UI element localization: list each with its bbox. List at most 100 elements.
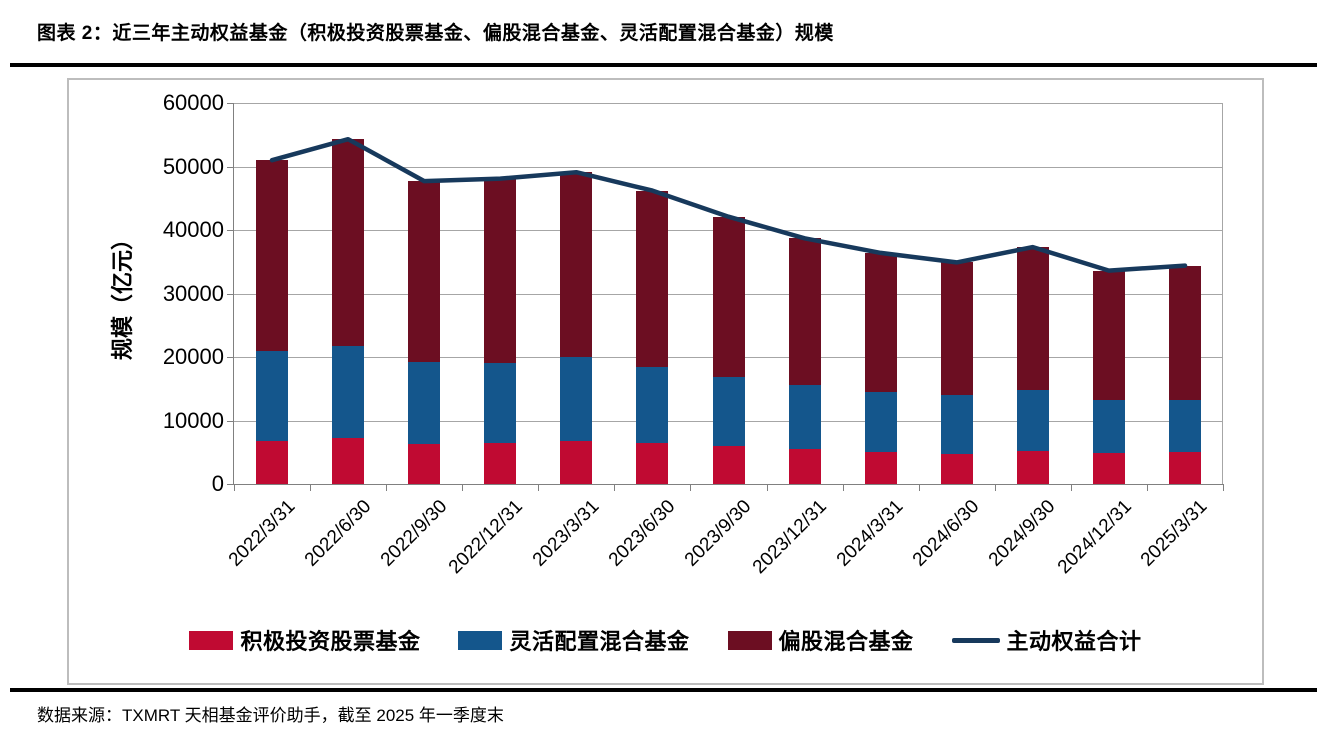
legend-label: 主动权益合计 (1006, 629, 1142, 654)
bar-segment-stock_fund (1016, 450, 1049, 484)
bar-segment-flexible_fund (636, 366, 669, 443)
x-tick-label: 2023/6/30 (604, 496, 680, 571)
bar-segment-flexible_fund (788, 384, 821, 450)
bar-segment-flexible_fund (864, 391, 897, 452)
bar-segment-flexible_fund (712, 376, 745, 446)
y-tick-mark (227, 357, 234, 358)
bar-segment-flexible_fund (560, 357, 593, 441)
bar-segment-stock_fund (256, 441, 289, 484)
x-tick-label: 2022/12/31 (445, 496, 528, 579)
bar-segment-stock_fund (788, 449, 821, 484)
plot-area (233, 103, 1224, 491)
y-tick-mark (227, 420, 234, 422)
page-title: 图表 2：近三年主动权益基金（积极投资股票基金、偏股混合基金、灵活配置混合基金）… (37, 23, 834, 44)
bar-segment-hybrid_fund (1092, 270, 1125, 401)
bar-segment-hybrid_fund (636, 190, 669, 367)
y-tick-mark (227, 230, 234, 231)
x-tick-mark (234, 484, 235, 491)
x-tick-label: 2022/6/30 (300, 496, 375, 571)
legend-color-swatch (458, 630, 503, 650)
bar-segment-hybrid_fund (332, 139, 365, 347)
x-axis-line (233, 484, 1223, 485)
bar-segment-flexible_fund (484, 363, 517, 444)
bar-segment-flexible_fund (408, 362, 441, 444)
bar-segment-stock_fund (560, 440, 593, 484)
y-tick-label: 20000 (162, 344, 224, 369)
x-tick-label: 2025/3/31 (1137, 496, 1212, 571)
y-tick-mark (227, 166, 234, 168)
bar-segment-hybrid_fund (940, 262, 973, 396)
footer-divider (10, 688, 1317, 692)
chart-legend: 积极投资股票基金 灵活配置混合基金 偏股混合基金 主动权益合计 (69, 624, 1262, 656)
bar-segment-hybrid_fund (712, 216, 745, 377)
gridline (234, 166, 1223, 168)
x-tick-label: 2023/12/31 (749, 496, 832, 579)
x-tick-mark (994, 484, 996, 491)
x-tick-label: 2024/3/31 (832, 496, 908, 571)
source-note: 数据来源：TXMRT 天相基金评价助手，截至 2025 年一季度末 (37, 706, 504, 725)
legend-color-swatch (727, 630, 772, 650)
bar-segment-stock_fund (332, 438, 365, 484)
bar-segment-stock_fund (864, 451, 897, 484)
x-tick-mark (842, 484, 844, 491)
x-tick-label: 2024/6/30 (908, 496, 984, 571)
x-tick-label: 2023/9/30 (680, 496, 756, 571)
legend-label: 灵活配置混合基金 (509, 629, 690, 654)
bar-segment-hybrid_fund (484, 178, 517, 364)
x-tick-mark (310, 484, 312, 491)
bar-segment-hybrid_fund (1168, 265, 1201, 400)
bar-segment-flexible_fund (940, 395, 973, 455)
x-tick-label: 2022/3/31 (224, 496, 299, 571)
bar-segment-hybrid_fund (408, 181, 441, 363)
bar-segment-stock_fund (1168, 451, 1201, 484)
bar-segment-stock_fund (636, 442, 669, 484)
x-tick-label: 2022/9/30 (376, 496, 452, 571)
gridline (234, 103, 1223, 104)
legend-item: 积极投资股票基金 (189, 624, 420, 656)
title-divider (10, 63, 1317, 67)
y-tick-label: 60000 (162, 90, 224, 115)
bar-segment-flexible_fund (256, 351, 289, 442)
legend-item: 主动权益合计 (951, 624, 1142, 656)
x-tick-mark (766, 484, 768, 491)
y-tick-label: 30000 (162, 280, 224, 306)
bar-segment-flexible_fund (1092, 400, 1125, 453)
legend-line-marker (951, 637, 1000, 643)
bar-segment-stock_fund (484, 443, 517, 484)
y-tick-label: 0 (211, 471, 224, 496)
bar-segment-stock_fund (408, 443, 441, 484)
y-tick-mark (227, 103, 234, 104)
y-tick-mark (227, 484, 234, 485)
x-tick-label: 2024/9/30 (985, 496, 1060, 571)
legend-label: 偏股混合基金 (778, 629, 914, 654)
x-tick-mark (614, 484, 616, 491)
y-tick-label: 50000 (162, 153, 224, 179)
chart-container: 规模（亿元） 0 10000 20000 30000 40000 50000 60000 2… (67, 78, 1264, 685)
bar-segment-stock_fund (712, 445, 745, 484)
bar-segment-hybrid_fund (788, 238, 821, 385)
legend-item: 灵活配置混合基金 (458, 624, 689, 656)
bar-segment-flexible_fund (1168, 399, 1201, 452)
x-tick-label: 2023/3/31 (528, 496, 604, 571)
x-tick-label: 2024/12/31 (1053, 496, 1136, 579)
x-tick-mark (918, 484, 920, 491)
x-tick-mark (462, 484, 464, 491)
bar-segment-hybrid_fund (864, 252, 897, 392)
y-tick-label: 40000 (162, 217, 224, 242)
legend-item: 偏股混合基金 (727, 624, 914, 656)
x-tick-mark (538, 484, 540, 491)
x-tick-mark (1070, 484, 1072, 491)
bar-segment-stock_fund (940, 454, 973, 484)
legend-label: 积极投资股票基金 (240, 629, 421, 654)
x-tick-mark (1223, 484, 1224, 491)
bar-segment-hybrid_fund (256, 160, 289, 352)
x-tick-mark (690, 484, 692, 491)
x-tick-mark (1146, 484, 1148, 491)
y-tick-mark (227, 293, 234, 295)
y-axis-title: 规模（亿元） (110, 227, 135, 361)
x-tick-mark (386, 484, 388, 491)
bar-segment-flexible_fund (1016, 390, 1049, 451)
bar-segment-flexible_fund (332, 346, 365, 439)
bar-segment-stock_fund (1092, 452, 1125, 484)
bar-segment-hybrid_fund (1016, 247, 1049, 391)
